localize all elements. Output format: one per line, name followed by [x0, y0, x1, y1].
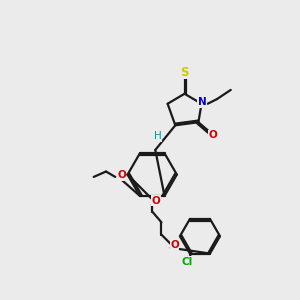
Text: O: O [117, 170, 126, 180]
Text: O: O [209, 130, 218, 140]
Text: N: N [198, 97, 207, 107]
Text: O: O [170, 240, 179, 250]
Text: Cl: Cl [181, 256, 193, 267]
Text: S: S [180, 66, 189, 79]
Text: O: O [152, 196, 161, 206]
Text: H: H [154, 131, 161, 141]
